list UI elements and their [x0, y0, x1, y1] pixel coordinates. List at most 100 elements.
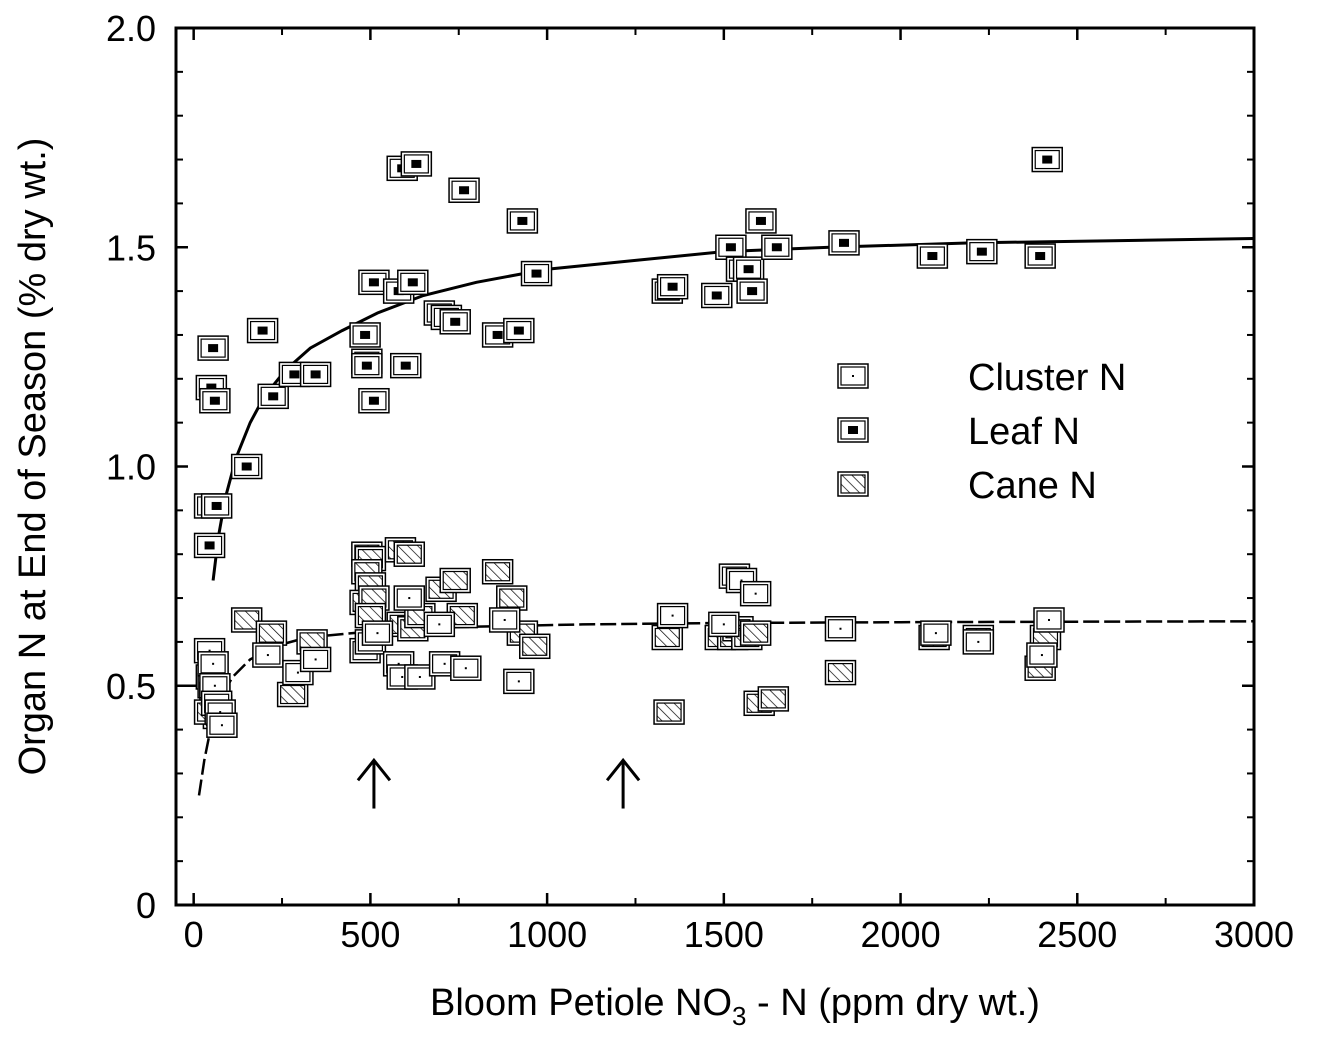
marker-inner	[761, 690, 785, 708]
marker-center	[848, 426, 858, 434]
data-point	[198, 652, 228, 676]
marker-inner	[486, 563, 510, 581]
data-point	[520, 634, 550, 658]
x-axis-title: Bloom Petiole NO3 - N (ppm dry wt.)	[430, 982, 1040, 1031]
data-point	[301, 647, 331, 671]
marker-center	[1048, 619, 1050, 621]
data-point	[963, 630, 993, 654]
marker-inner	[235, 611, 259, 629]
data-point	[256, 621, 286, 645]
data-point	[522, 262, 552, 286]
data-point	[248, 319, 278, 343]
marker-center	[514, 327, 524, 335]
data-point	[232, 455, 262, 479]
marker-center	[362, 362, 372, 370]
marker-center	[755, 593, 757, 595]
data-point	[709, 612, 739, 636]
marker-center	[744, 265, 754, 273]
data-point	[921, 621, 951, 645]
x-axis-title-rest: - N (ppm dry wt.)	[747, 982, 1040, 1024]
marker-center	[668, 283, 678, 291]
marker-center	[450, 318, 460, 326]
data-point	[746, 209, 776, 233]
data-point	[398, 270, 428, 294]
marker-center	[258, 327, 268, 335]
marker-center	[221, 724, 223, 726]
marker-center	[726, 243, 736, 251]
marker-inner	[523, 637, 547, 655]
marker-center	[852, 375, 854, 377]
data-point	[917, 244, 947, 268]
data-point	[362, 621, 392, 645]
marker-center	[208, 344, 218, 352]
marker-center	[1041, 654, 1043, 656]
marker-inner	[281, 686, 305, 704]
data-point	[741, 582, 771, 606]
y-tick-label: 2.0	[106, 8, 156, 49]
x-tick-label: 0	[184, 914, 204, 955]
marker-center	[212, 663, 214, 665]
data-point	[734, 257, 764, 281]
y-tick-label: 1.5	[106, 227, 156, 268]
data-point	[1025, 244, 1055, 268]
marker-center	[369, 397, 379, 405]
marker-inner	[655, 629, 679, 647]
data-point	[741, 621, 771, 645]
marker-center	[315, 658, 317, 660]
data-point	[483, 560, 513, 584]
data-point	[654, 700, 684, 724]
arrow-annotation	[358, 760, 390, 808]
marker-center	[465, 667, 467, 669]
legend-label: Leaf N	[968, 411, 1080, 453]
x-tick-label: 2000	[861, 914, 941, 955]
y-tick-label: 1.0	[106, 447, 156, 488]
marker-center	[672, 615, 674, 617]
data-point	[440, 310, 470, 334]
data-point	[658, 275, 688, 299]
marker-center	[977, 248, 987, 256]
legend-label: Cane N	[968, 465, 1097, 507]
marker-center	[517, 217, 527, 225]
y-axis-title: Organ N at End of Season (% dry wt.)	[12, 138, 54, 776]
data-point	[440, 569, 470, 593]
data-point	[825, 617, 855, 641]
marker-center	[297, 672, 299, 674]
legend-marker	[838, 418, 868, 442]
data-point	[652, 626, 682, 650]
marker-center	[927, 252, 937, 260]
marker-center	[212, 502, 222, 510]
marker-center	[289, 370, 299, 378]
marker-center	[408, 597, 410, 599]
marker-center	[438, 623, 440, 625]
data-point	[200, 389, 230, 413]
data-point	[258, 384, 288, 408]
marker-center	[1042, 156, 1052, 164]
data-point	[702, 283, 732, 307]
marker-center	[459, 186, 469, 194]
x-tick-label: 2500	[1037, 914, 1117, 955]
marker-center	[532, 270, 542, 278]
legend-marker	[838, 472, 868, 496]
marker-inner	[657, 703, 681, 721]
marker-center	[369, 278, 379, 286]
data-point	[758, 687, 788, 711]
marker-inner	[500, 589, 524, 607]
data-point	[202, 494, 232, 518]
marker-inner	[841, 475, 865, 493]
marker-center	[723, 623, 725, 625]
marker-center	[518, 680, 520, 682]
data-point	[1027, 643, 1057, 667]
marker-center	[311, 370, 321, 378]
marker-center	[205, 541, 215, 549]
marker-inner	[443, 572, 467, 590]
marker-center	[376, 632, 378, 634]
data-point	[497, 586, 527, 610]
data-point	[716, 235, 746, 259]
legend-label: Cluster N	[968, 357, 1126, 399]
marker-inner	[744, 624, 768, 642]
marker-inner	[397, 545, 421, 563]
marker-center	[1035, 252, 1045, 260]
marker-center	[747, 287, 757, 295]
